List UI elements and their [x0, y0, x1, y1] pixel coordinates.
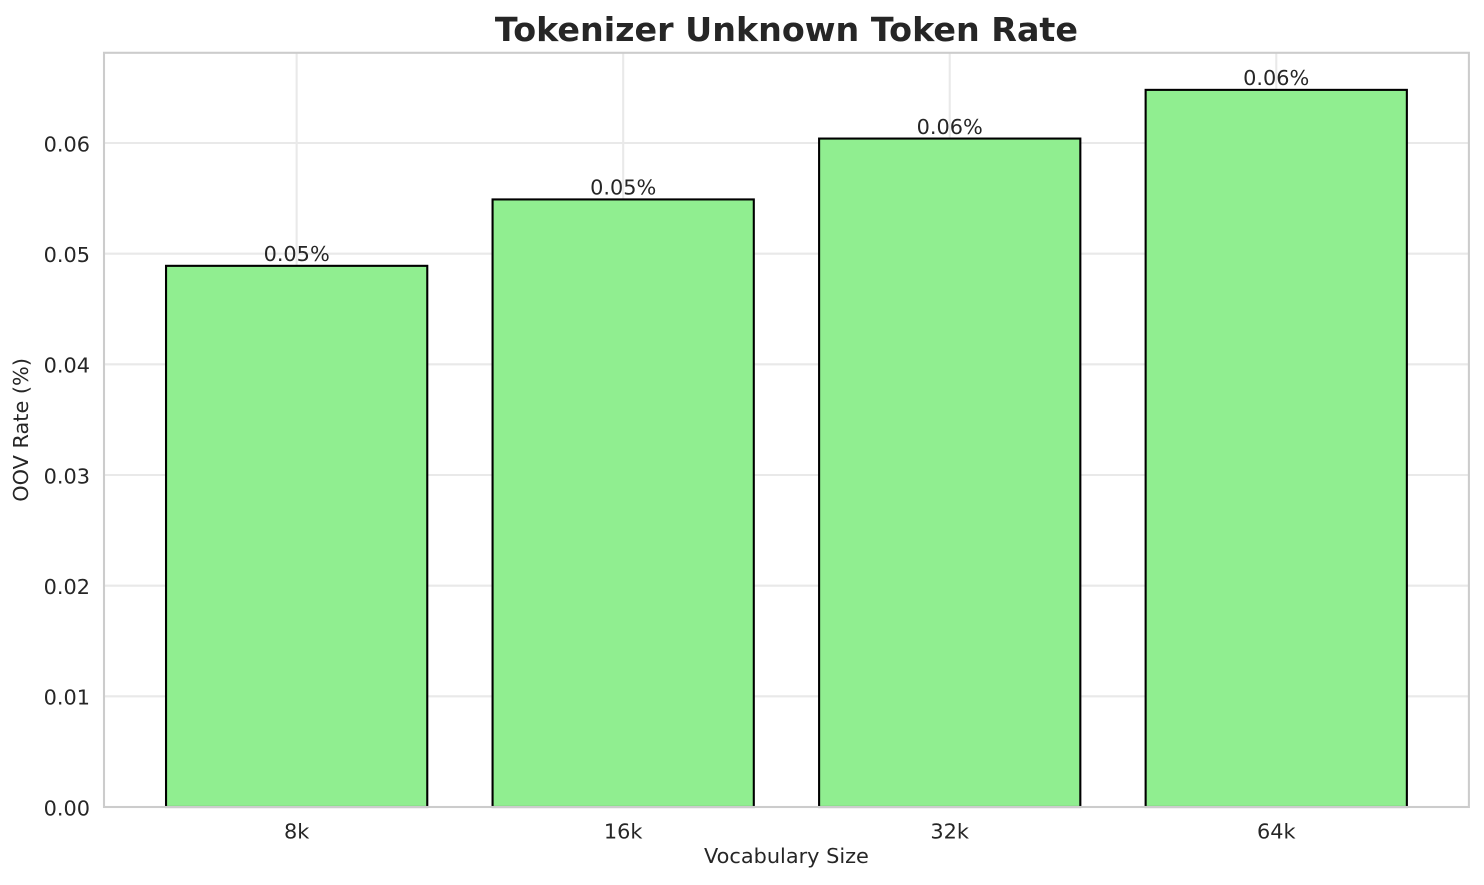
y-tick-label: 0.05	[44, 243, 90, 267]
bars	[164, 88, 1408, 809]
y-tick-label: 0.04	[44, 354, 90, 378]
bar-16k	[491, 198, 755, 809]
bar-8k	[164, 264, 429, 809]
x-tick-label: 64k	[1257, 820, 1296, 844]
bar-value-labels: 0.05% 0.05% 0.06% 0.06%	[264, 66, 1310, 266]
bar-value-label: 0.05%	[590, 176, 656, 200]
x-tick-label: 16k	[604, 820, 643, 844]
y-tick-label: 0.00	[44, 796, 90, 820]
y-axis-label: OOV Rate (%)	[9, 358, 33, 502]
x-tick-label: 8k	[284, 820, 309, 844]
chart-title: Tokenizer Unknown Token Rate	[495, 10, 1078, 49]
bar-64k	[1144, 88, 1408, 809]
x-axis-label: Vocabulary Size	[704, 844, 869, 868]
y-tick-label: 0.06	[44, 132, 90, 156]
y-tick-labels: 0.00 0.01 0.02 0.03 0.04 0.05 0.06	[44, 132, 90, 820]
bar-32k	[818, 137, 1082, 809]
bar-value-label: 0.06%	[1243, 66, 1309, 90]
x-tick-labels: 8k 16k 32k 64k	[284, 820, 1296, 844]
bar-value-label: 0.05%	[264, 242, 330, 266]
y-tick-label: 0.02	[44, 575, 90, 599]
bar-value-label: 0.06%	[917, 115, 983, 139]
x-tick-label: 32k	[930, 820, 969, 844]
y-tick-label: 0.01	[44, 686, 90, 710]
plot-border	[102, 51, 1470, 809]
y-tick-label: 0.03	[44, 464, 90, 488]
